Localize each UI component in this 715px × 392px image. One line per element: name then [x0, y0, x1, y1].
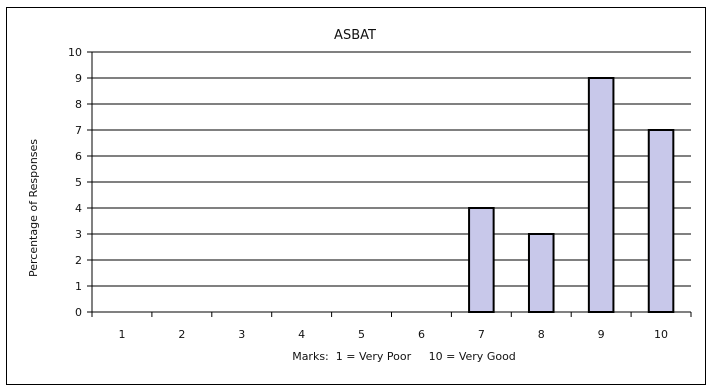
y-tick-label: 8 — [75, 98, 82, 111]
x-tick-label: 5 — [358, 328, 365, 341]
x-tick-label: 6 — [418, 328, 425, 341]
x-tick-label: 10 — [654, 328, 668, 341]
x-axis-label: Marks: 1 = Very Poor 10 = Very Good — [292, 350, 516, 363]
x-tick-label: 7 — [478, 328, 485, 341]
y-tick-label: 1 — [75, 280, 82, 293]
bar-9 — [587, 77, 615, 313]
bar-chart: ASBAT Percentage of Responses Marks: 1 =… — [27, 28, 692, 363]
bar-8 — [527, 233, 555, 313]
y-tick-labels: 0 1 2 3 4 5 6 7 8 9 10 — [68, 46, 82, 319]
bars — [468, 77, 675, 313]
y-tick-label: 2 — [75, 254, 82, 267]
y-axis-label: Percentage of Responses — [27, 139, 40, 277]
x-tick-label: 4 — [298, 328, 305, 341]
x-tick-label: 9 — [598, 328, 605, 341]
x-tick-label: 1 — [118, 328, 125, 341]
y-tick-label: 7 — [75, 124, 82, 137]
bar-10 — [647, 129, 675, 313]
y-tick-label: 10 — [68, 46, 82, 59]
y-tick-label: 9 — [75, 72, 82, 85]
y-tick-label: 5 — [75, 176, 82, 189]
y-tick-label: 4 — [75, 202, 82, 215]
x-tick-label: 8 — [538, 328, 545, 341]
x-tick-label: 2 — [178, 328, 185, 341]
chart-title: ASBAT — [334, 28, 376, 43]
bar-7 — [468, 207, 495, 313]
y-tick-label: 0 — [75, 306, 82, 319]
chart-frame: ASBAT Percentage of Responses Marks: 1 =… — [6, 7, 706, 385]
y-tick-label: 6 — [75, 150, 82, 163]
x-tick-label: 3 — [238, 328, 245, 341]
x-tick-labels: 1 2 3 4 5 6 7 8 9 10 — [118, 328, 668, 341]
y-tick-label: 3 — [75, 228, 82, 241]
